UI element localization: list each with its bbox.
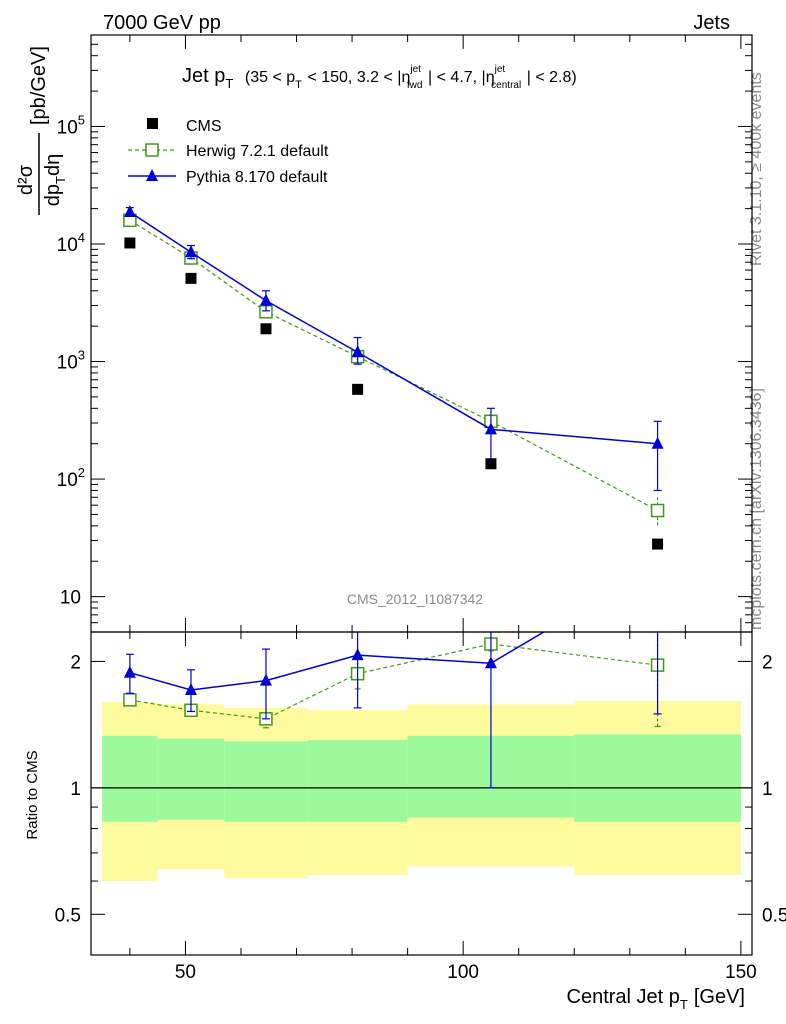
pythia-point-1 — [184, 245, 197, 258]
y-tick-label-2: 103 — [57, 348, 85, 374]
cms-point-5 — [652, 538, 664, 550]
herwig-point-5 — [650, 503, 665, 518]
legend-herwig-marker — [145, 143, 159, 157]
y-tick-label-0: 10 — [60, 588, 81, 609]
x-tick-label-2: 150 — [725, 962, 757, 983]
pythia-line — [129, 211, 658, 445]
ratio-tick-label-left-2: 2 — [70, 652, 81, 673]
ratio-tick-label-right-0: 0.5 — [762, 905, 786, 926]
ratio-axis-label: Ratio to CMS — [24, 750, 41, 839]
pythia-ratio-point-3 — [351, 648, 364, 661]
mcplots-label: mcplots.cern.ch [arXiv:1306.3436] — [748, 388, 765, 630]
cms-point-0 — [124, 237, 136, 249]
ratio-tick-label-right-1: 1 — [762, 779, 773, 800]
pythia-ratio-point-2 — [259, 673, 272, 686]
y-label-denominator: dpTdη — [42, 154, 68, 206]
y-axis-label: d²σ dpTdη [pb/GeV] — [15, 46, 68, 215]
ratio-panel-frame — [90, 631, 753, 956]
cms-point-1 — [185, 272, 197, 284]
herwig-ratio-point-0 — [123, 693, 137, 707]
legend: CMS Herwig 7.2.1 default Pythia 8.170 de… — [128, 118, 329, 186]
energy-label: 7000 GeV pp — [103, 12, 221, 34]
process-label: Jets — [693, 12, 730, 34]
ratio-panel-series — [123, 558, 665, 789]
legend-pythia-marker — [146, 169, 158, 181]
legend-pythia-label: Pythia 8.170 default — [186, 169, 328, 186]
band-inner-5 — [574, 734, 741, 822]
pythia-point-3 — [351, 345, 364, 358]
legend-cms-label: CMS — [186, 118, 222, 135]
axes: 50 100 150 10 102 103 104 105 0.5 0.5 1 1 2 2 — [55, 34, 786, 983]
x-tick-label-1: 100 — [447, 962, 479, 983]
herwig-ratio-line — [129, 643, 658, 720]
pythia-ratio-point-0 — [123, 665, 136, 678]
herwig-line — [129, 219, 658, 512]
plot-title: Jet pT (35 < pT < 150, 3.2 < |ηjet fwd | … — [182, 64, 577, 93]
cms-point-4 — [485, 458, 497, 470]
pythia-ratio-point-4 — [484, 656, 497, 669]
y-label-numerator: d²σ — [15, 164, 37, 195]
legend-cms-marker — [147, 118, 158, 129]
ratio-tick-label-left-0: 0.5 — [55, 905, 81, 926]
y-label-units: [pb/GeV] — [28, 46, 50, 125]
cms-point-2 — [260, 323, 272, 335]
pythia-point-0 — [123, 205, 136, 218]
band-inner-1 — [157, 738, 225, 820]
pythia-ratio-line — [129, 632, 546, 691]
pythia-point-4 — [484, 422, 497, 435]
y-tick-label-1: 102 — [57, 465, 85, 491]
y-tick-label-4: 105 — [57, 112, 85, 138]
ratio-tick-label-right-2: 2 — [762, 652, 773, 673]
x-axis-label: Central Jet pT [GeV] — [567, 986, 745, 1012]
cms-point-3 — [352, 383, 364, 395]
band-inner-2 — [224, 741, 308, 822]
x-tick-label-0: 50 — [175, 962, 196, 983]
analysis-id: CMS_2012_I1087342 — [347, 591, 483, 607]
band-inner-0 — [102, 735, 158, 822]
legend-herwig-label: Herwig 7.2.1 default — [186, 143, 329, 160]
ratio-uncertainty-bands — [91, 700, 752, 882]
pythia-ratio-point-1 — [184, 682, 197, 695]
y-tick-label-3: 104 — [57, 230, 85, 256]
pythia-point-5 — [651, 436, 664, 449]
pythia-point-2 — [259, 293, 272, 306]
pythia-ratio-point-5 — [652, 558, 664, 570]
main-panel-series — [123, 205, 665, 550]
rivet-label: Rivet 3.1.10, ≥ 400k events — [748, 72, 765, 266]
ratio-tick-label-left-1: 1 — [70, 779, 81, 800]
band-inner-3 — [307, 739, 408, 822]
